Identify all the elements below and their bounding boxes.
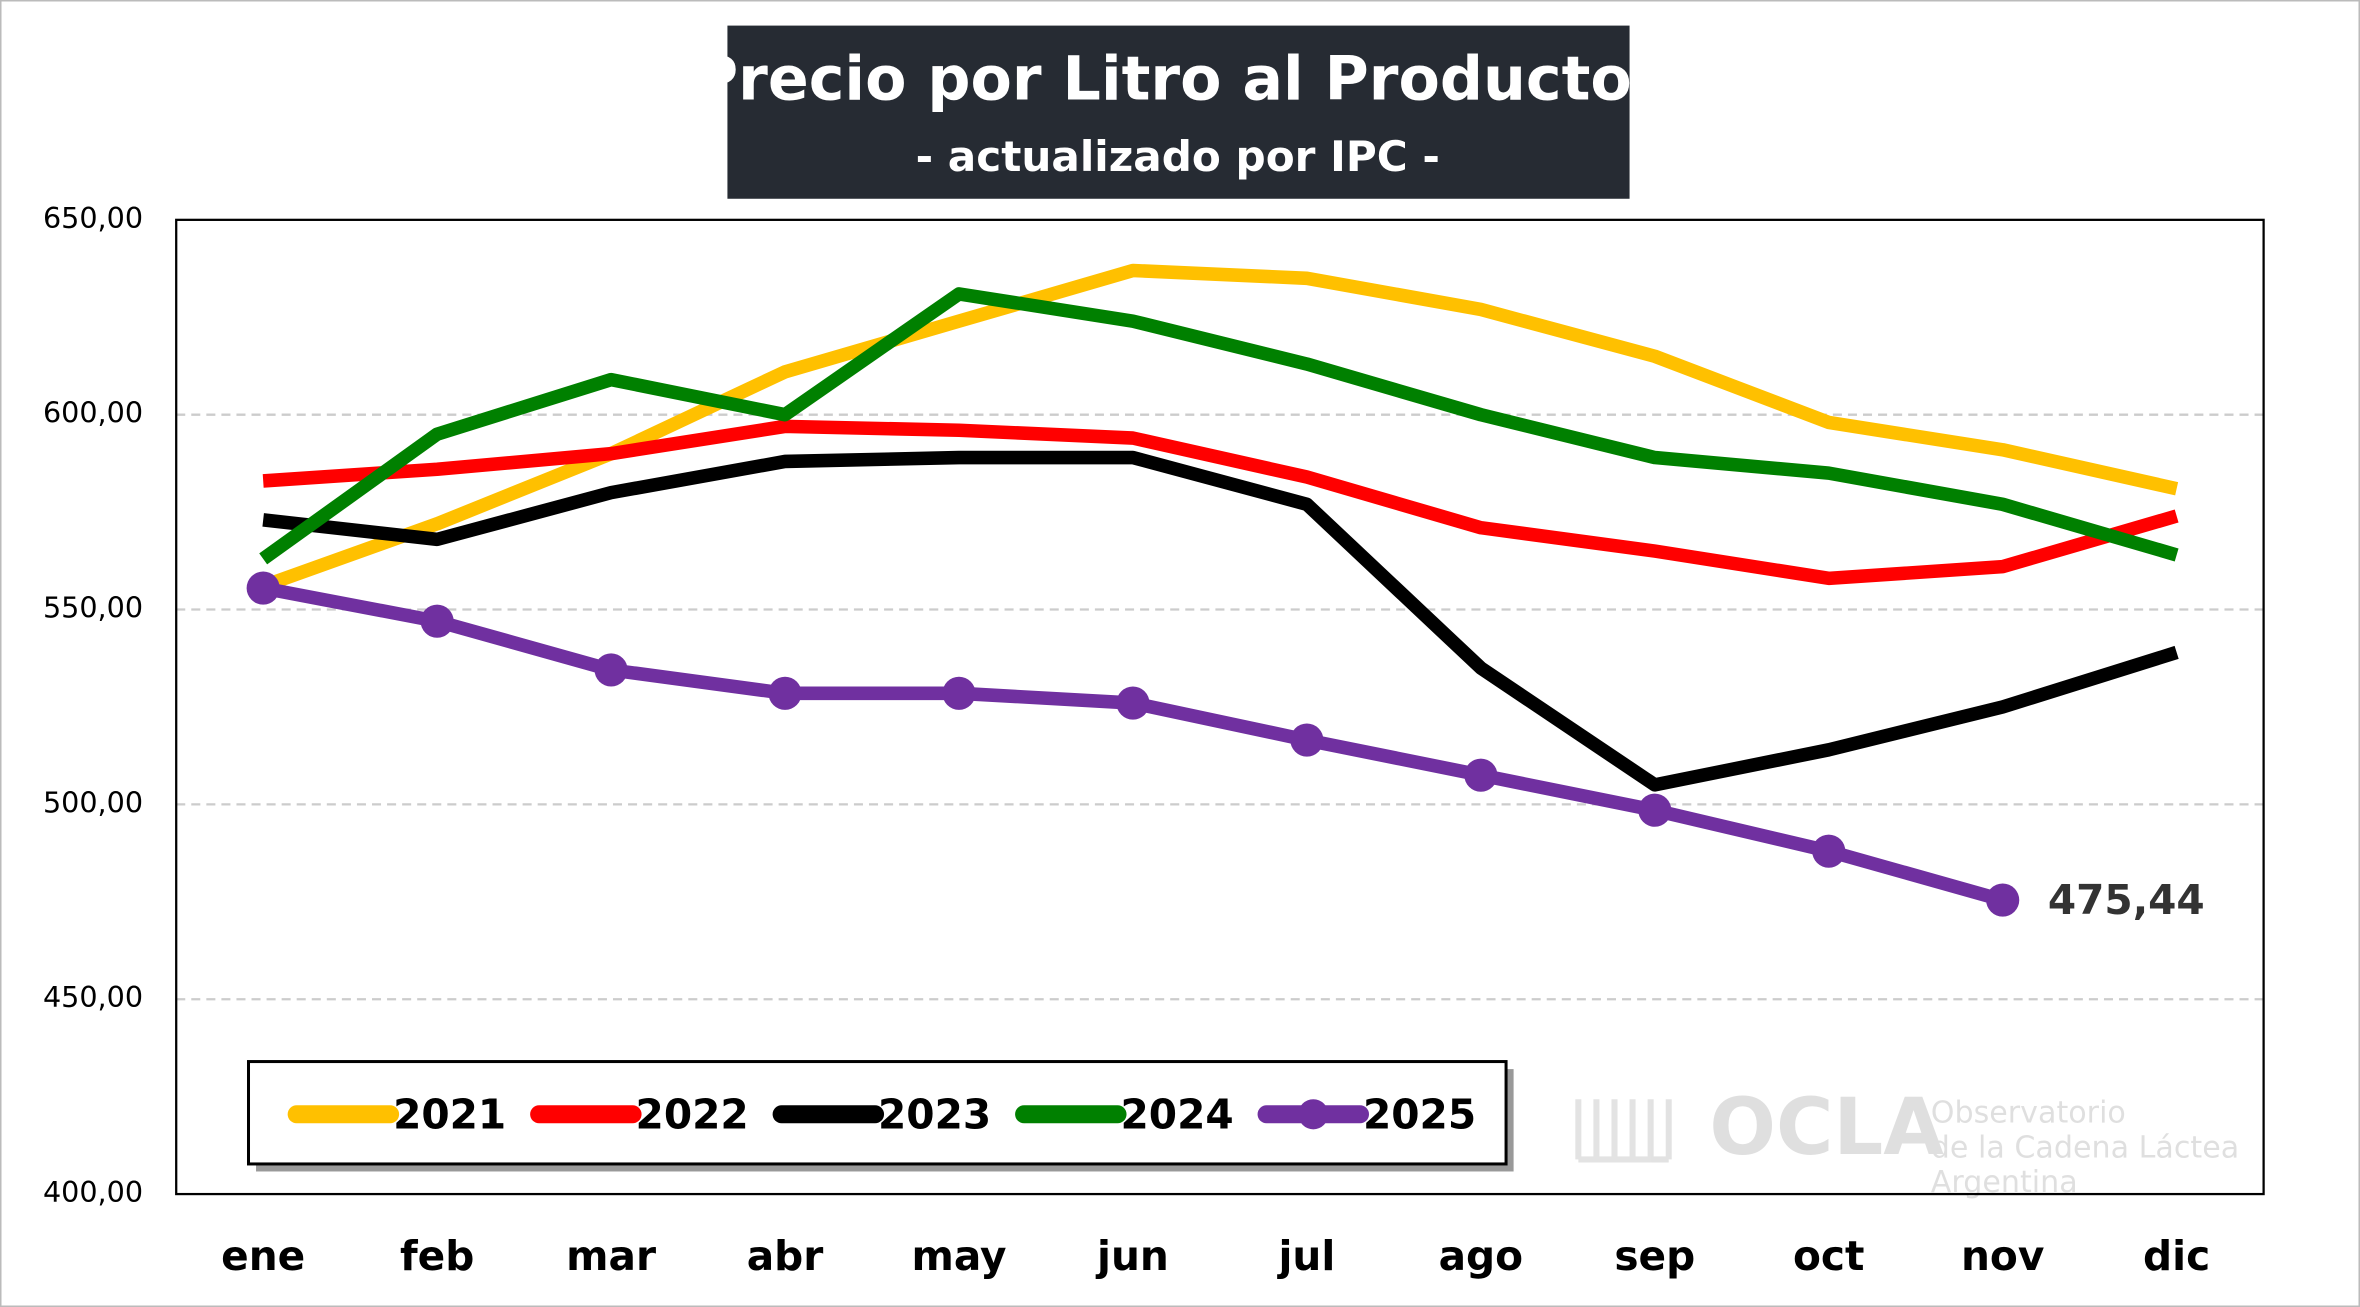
marker (1986, 883, 2020, 917)
marker (420, 604, 454, 638)
y-tick-label: 450,00 (43, 980, 143, 1014)
title-box (727, 25, 1630, 199)
marker (1812, 834, 1846, 868)
y-tick-label: 600,00 (43, 396, 143, 430)
chart-subtitle: - actualizado por IPC - (916, 132, 1440, 181)
x-tick-label: abr (747, 1232, 824, 1280)
y-tick-label: 550,00 (43, 591, 143, 625)
legend-label: 2021 (393, 1090, 506, 1138)
series-line (260, 263, 2179, 593)
x-tick-label: feb (400, 1232, 474, 1280)
legend-label: 2024 (1121, 1090, 1234, 1138)
x-tick-label: jun (1095, 1232, 1169, 1280)
x-tick-label: nov (1961, 1232, 2044, 1280)
x-tick-label: may (911, 1232, 1006, 1280)
legend-label: 2025 (1363, 1090, 1476, 1138)
y-tick-label: 650,00 (43, 201, 143, 235)
plot-area (175, 218, 2265, 1196)
marker (1290, 723, 1324, 757)
series-line (262, 419, 2179, 586)
x-tick-label: sep (1614, 1232, 1695, 1280)
x-tick-label: dic (2143, 1232, 2210, 1280)
watermark-icon (1575, 1099, 1672, 1163)
y-tick-label: 400,00 (43, 1175, 143, 1209)
watermark-text: Observatorio (1931, 1096, 2126, 1131)
x-tick-label: mar (566, 1232, 656, 1280)
marker (246, 571, 280, 605)
legend-label: 2023 (878, 1090, 991, 1138)
legend-label: 2022 (636, 1090, 749, 1138)
y-tick-label: 500,00 (43, 785, 143, 819)
chart-title: Precio por Litro al Productor (694, 44, 1662, 114)
marker (594, 653, 628, 687)
watermark: OCLA Observatorio de la Cadena Láctea Ar… (1575, 1082, 2239, 1200)
watermark-logo: OCLA (1709, 1082, 1944, 1173)
watermark-text: de la Cadena Láctea (1931, 1130, 2239, 1165)
marker (1116, 686, 1150, 720)
marker (768, 676, 802, 710)
x-tick-label: oct (1793, 1232, 1864, 1280)
series-line (259, 287, 2179, 565)
legend: 2021 2022 2023 2024 2025 (246, 1060, 1514, 1172)
x-tick-label: ago (1439, 1232, 1523, 1280)
marker (942, 676, 976, 710)
legend-marker (1298, 1099, 1329, 1130)
marker (1464, 758, 1498, 792)
data-label: 475,44 (2048, 876, 2205, 924)
x-tick-label: ene (221, 1232, 305, 1280)
marker (1638, 793, 1672, 827)
x-tick-label: jul (1276, 1232, 1335, 1280)
series-line (262, 450, 2179, 792)
